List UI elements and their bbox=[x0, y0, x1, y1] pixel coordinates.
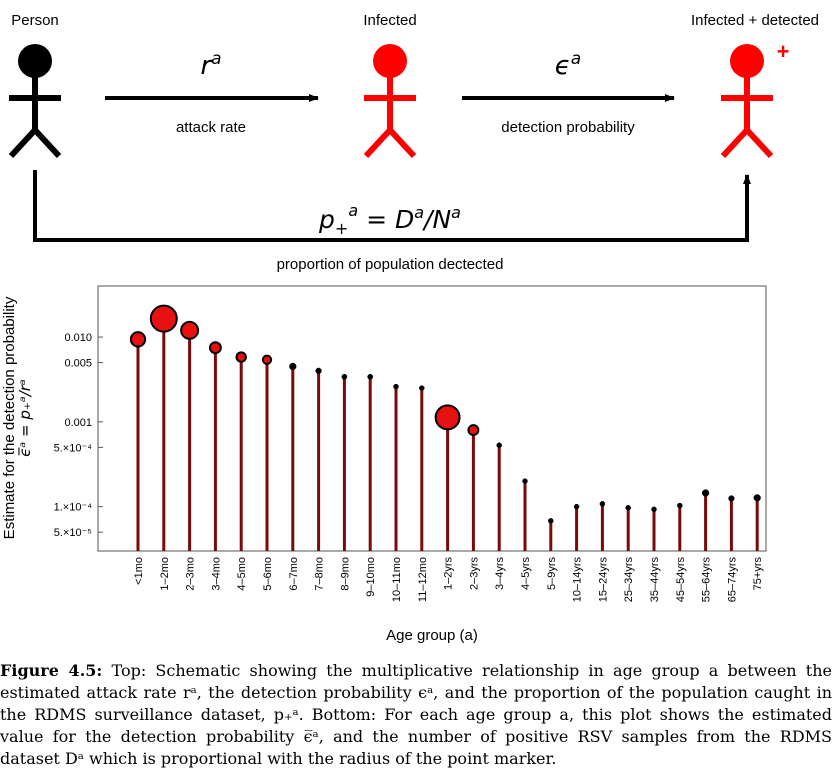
marker-8–9mo bbox=[341, 373, 348, 380]
marker-series bbox=[129, 304, 761, 524]
caption-text: Top: Schematic showing the multiplicativ… bbox=[0, 661, 832, 768]
marker-1–2mo bbox=[149, 304, 178, 333]
y-axis-formula: ϵ̅ᵃ = p₊ᵃ/rᵃ bbox=[16, 379, 34, 457]
x-tick-label: 5–9yrs bbox=[546, 557, 558, 591]
marker-75+yrs bbox=[753, 494, 761, 502]
plus-badge: + bbox=[777, 39, 790, 64]
x-tick-label: 8–9mo bbox=[339, 557, 351, 591]
attack-rate-symbol: ra bbox=[200, 49, 221, 81]
x-tick-label: 9–10mo bbox=[365, 557, 377, 597]
figure-canvas: Person Infected Infected + detected + ra… bbox=[1, 12, 819, 644]
marker-15–24yrs bbox=[599, 501, 606, 507]
marker-6–7mo bbox=[289, 362, 297, 371]
detection-probability-symbol: ϵa bbox=[555, 49, 581, 81]
infected-person-icon bbox=[363, 44, 417, 159]
x-tick-label: 4–5mo bbox=[236, 557, 248, 591]
stem-series bbox=[136, 318, 759, 551]
person-icon bbox=[8, 44, 62, 159]
x-tick-label: 5–6mo bbox=[262, 557, 274, 591]
y-tick-label: 5.×10⁻⁵ bbox=[54, 527, 92, 539]
node-label-detected: Infected + detected bbox=[691, 12, 819, 29]
x-tick-label: 65–74yrs bbox=[726, 557, 738, 603]
marker-<1mo bbox=[129, 331, 147, 348]
marker-2–3yrs bbox=[467, 424, 480, 437]
marker-35–44yrs bbox=[651, 506, 657, 513]
x-axis: <1mo 1–2mo 2–3mo 3–4mo 4–5mo 5–6mo 6–7mo 7–8mo 8… bbox=[133, 546, 764, 602]
x-tick-label: 2–3yrs bbox=[468, 557, 480, 591]
marker-11–12mo bbox=[419, 385, 425, 391]
node-label-person: Person bbox=[11, 12, 59, 29]
x-tick-label: 75+yrs bbox=[752, 557, 764, 591]
node-label-infected: Infected bbox=[363, 12, 416, 29]
marker-4–5yrs bbox=[522, 478, 528, 484]
marker-45–54yrs bbox=[677, 502, 683, 509]
y-tick-label: 0.005 bbox=[64, 358, 92, 370]
detected-person-icon bbox=[720, 44, 774, 159]
marker-3–4mo bbox=[208, 341, 222, 355]
marker-3–4yrs bbox=[496, 442, 502, 448]
x-tick-label: <1mo bbox=[133, 557, 145, 585]
marker-5–9yrs bbox=[548, 518, 554, 524]
marker-4–5mo bbox=[235, 351, 247, 363]
y-tick-label: 0.001 bbox=[64, 417, 92, 429]
marker-7–8mo bbox=[315, 367, 322, 374]
x-tick-label: 10–11mo bbox=[391, 557, 403, 602]
y-tick-label: 1.×10⁻⁴ bbox=[54, 502, 93, 514]
x-tick-label: 2–3mo bbox=[185, 557, 197, 591]
x-tick-label: 4–5yrs bbox=[520, 557, 532, 591]
marker-25–34yrs bbox=[625, 505, 631, 511]
x-tick-label: 10–14yrs bbox=[572, 557, 584, 603]
x-tick-label: 15–24yrs bbox=[597, 557, 609, 603]
x-tick-label: 25–34yrs bbox=[623, 557, 635, 603]
x-tick-label: 3–4yrs bbox=[494, 557, 506, 591]
x-tick-label: 6–7mo bbox=[288, 557, 300, 591]
marker-55–64yrs bbox=[701, 489, 710, 497]
x-tick-label: 45–54yrs bbox=[675, 557, 687, 603]
figure-caption: Figure 4.5: Top: Schematic showing the m… bbox=[0, 660, 832, 770]
x-tick-label: 1–2yrs bbox=[443, 557, 455, 591]
marker-2–3mo bbox=[180, 320, 200, 340]
x-tick-label: 7–8mo bbox=[314, 557, 326, 591]
proportion-detected-arrow bbox=[33, 170, 751, 242]
detection-probability-caption: detection probability bbox=[501, 119, 635, 136]
marker-10–11mo bbox=[393, 383, 399, 390]
x-tick-label: 1–2mo bbox=[159, 557, 171, 591]
marker-9–10mo bbox=[367, 373, 374, 380]
x-tick-label: 55–64yrs bbox=[701, 557, 713, 603]
marker-1–2yrs bbox=[434, 404, 461, 431]
y-tick-label: 0.010 bbox=[64, 332, 92, 344]
detection-probability-chart: 0.010 0.005 0.001 5.×10⁻⁴ 1.×10⁻⁴ 5.×10⁻⁵ <1m… bbox=[1, 285, 767, 644]
marker-10–14yrs bbox=[573, 503, 580, 510]
x-tick-label: 3–4mo bbox=[210, 557, 222, 591]
plot-frame bbox=[97, 285, 767, 552]
marker-65–74yrs bbox=[728, 495, 735, 502]
x-tick-label: 35–44yrs bbox=[649, 557, 661, 603]
attack-rate-caption: attack rate bbox=[176, 119, 246, 136]
x-axis-label: Age group (a) bbox=[386, 627, 478, 644]
marker-5–6mo bbox=[261, 354, 273, 365]
caption-lead: Figure 4.5: bbox=[0, 661, 103, 680]
x-tick-label: 11–12mo bbox=[417, 557, 429, 602]
y-axis: 0.010 0.005 0.001 5.×10⁻⁴ 1.×10⁻⁴ 5.×10⁻⁵ bbox=[54, 332, 103, 539]
proportion-formula: p+a = Da/Na bbox=[318, 201, 461, 238]
y-tick-label: 5.×10⁻⁴ bbox=[54, 442, 93, 454]
proportion-caption: proportion of population dectected bbox=[277, 256, 504, 273]
y-axis-label: Estimate for the detection probability bbox=[1, 296, 18, 539]
